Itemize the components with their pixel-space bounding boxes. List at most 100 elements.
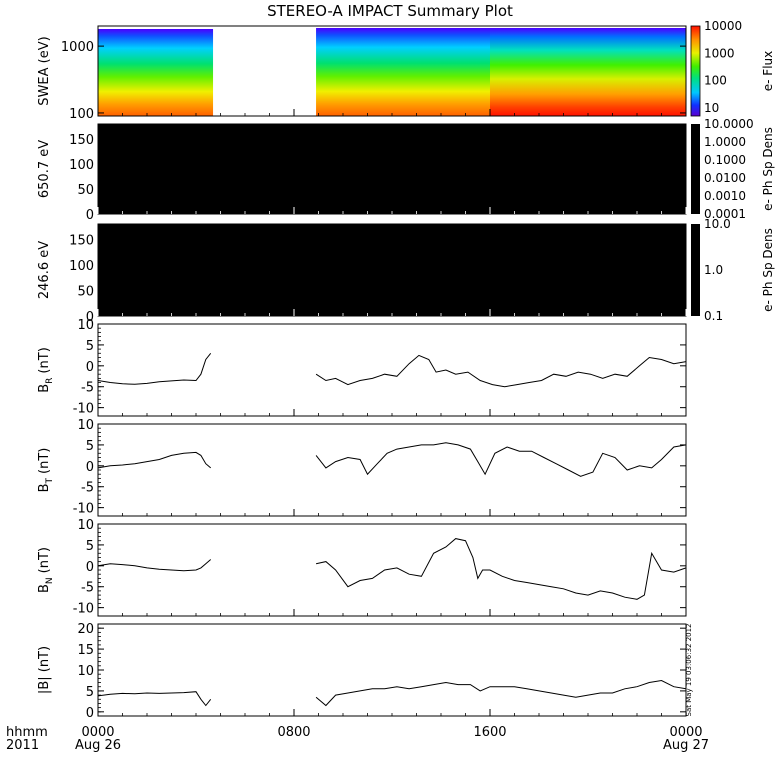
y-tick-label: 0: [86, 460, 94, 475]
y-tick-label: 50: [77, 183, 94, 198]
panel-1: 10.0000 1.0000 0.1000 0.0100 0.0010 0.0001 e- …: [37, 117, 775, 223]
series-line-4-0: [97, 451, 212, 469]
colorbar-tick-label: 10.0: [704, 217, 731, 231]
corner-label: 2011: [6, 738, 39, 753]
corner-label: hhmm: [6, 725, 48, 740]
y-axis-label: BR (nT): [37, 347, 55, 393]
y-tick-label: 50: [77, 284, 94, 299]
x-tick-label: 0000: [81, 725, 114, 740]
y-label-unit: (nT): [37, 547, 52, 573]
x-tick-label: 1600: [473, 725, 506, 740]
colorbar-tick-label: 10.0000: [704, 117, 754, 131]
panel-2: 10.0 1.0 0.1 e- Ph Sp Dens 0 50 100 150 246.6 eV: [37, 217, 775, 325]
y-label-main: B: [37, 384, 52, 393]
colorbar-label: e- Ph Sp Dens: [761, 228, 775, 312]
y-tick-label: 0: [86, 208, 94, 223]
colorbar-tick-label: 10000: [704, 19, 742, 33]
panel-frame: [97, 323, 687, 417]
colorbar-tick-label: 1.0000: [704, 135, 746, 149]
y-axis-label: SWEA (eV): [37, 36, 52, 105]
y-tick-label: 150: [69, 233, 94, 248]
y-axis-label: 246.6 eV: [37, 241, 52, 299]
flux-colorbar: [690, 25, 701, 117]
swea-data-gap: [213, 26, 317, 116]
y-tick-label: 5: [86, 685, 94, 700]
panel-0: 10 100 1000 10000 e- Flux 100 1000 SWEA (eV): [37, 19, 775, 122]
swea-spectrogram-b: [316, 28, 490, 116]
y-axis-label: 650.7 eV: [37, 140, 52, 198]
timestamp-label: Sat May 19 03:06:32 2012: [685, 623, 693, 716]
y-tick-label: 20: [77, 622, 94, 637]
psd-colorbar-2: [691, 224, 700, 316]
y-tick-label: -5: [81, 581, 94, 596]
y-tick-label: 150: [69, 133, 94, 148]
swea-spectrogram-c: [490, 28, 686, 116]
y-tick-label: -5: [81, 481, 94, 496]
colorbar-tick-label: 10: [704, 101, 719, 115]
y-tick-label: 1000: [61, 40, 94, 55]
psd-colorbar-1: [691, 124, 700, 214]
y-tick-label: -10: [73, 402, 94, 417]
colorbar-tick-label: 100: [704, 74, 727, 88]
psd-heatmap-2: [98, 224, 686, 316]
y-label-main: B: [37, 584, 52, 593]
series-line-6-1: [315, 679, 687, 707]
y-tick-label: 10: [77, 518, 94, 533]
panel-frame: [97, 423, 687, 517]
x-date-label: Aug 27: [663, 738, 709, 753]
colorbar-tick-label: 0.0100: [704, 171, 746, 185]
colorbar-label: e- Ph Sp Dens: [761, 127, 775, 211]
y-tick-label: 100: [69, 158, 94, 173]
colorbar-tick-label: 0.1: [704, 309, 723, 323]
y-axis-label: BT (nT): [37, 448, 55, 493]
series-line-5-1: [315, 538, 687, 600]
x-tick-label: 0800: [277, 725, 310, 740]
panel-6: 20 15 10 5 0 |B| (nT): [37, 622, 687, 721]
colorbar-tick-label: 0.0001: [704, 207, 746, 221]
y-tick-label: -5: [81, 381, 94, 396]
panel-5: 10 5 0 -5 -10 BN (nT): [37, 518, 687, 617]
y-label-sub: R: [45, 378, 55, 384]
y-label-main: B: [37, 483, 52, 492]
colorbar-tick-label: 0.0010: [704, 189, 746, 203]
panel-4: 10 5 0 -5 -10 BT (nT): [37, 418, 687, 517]
y-label-unit: (nT): [37, 448, 52, 474]
swea-spectrogram-a: [98, 29, 214, 116]
series-line-3-0: [97, 352, 212, 385]
panel-frame: [97, 623, 687, 717]
y-tick-label: 10: [77, 664, 94, 679]
series-line-4-1: [315, 442, 687, 477]
colorbar-label: e- Flux: [761, 51, 775, 91]
y-tick-label: -10: [73, 602, 94, 617]
y-tick-label: 0: [86, 310, 94, 325]
y-label-sub: N: [45, 577, 55, 584]
y-tick-label: 0: [86, 360, 94, 375]
colorbar-tick-label: 1.0: [704, 263, 723, 277]
psd-heatmap-1: [98, 124, 686, 214]
y-tick-label: 100: [69, 107, 94, 122]
y-tick-label: 15: [77, 643, 94, 658]
y-axis-label: |B| (nT): [37, 646, 52, 694]
y-tick-label: 100: [69, 259, 94, 274]
y-tick-label: 5: [86, 439, 94, 454]
colorbar-tick-label: 1000: [704, 46, 735, 60]
x-date-label: Aug 26: [75, 738, 121, 753]
panel-3: 10 5 0 -5 -10 BR (nT): [37, 318, 687, 417]
series-line-5-0: [97, 559, 212, 572]
panel-frame: [97, 523, 687, 617]
y-label-sub: T: [45, 477, 55, 484]
y-tick-label: 10: [77, 318, 94, 333]
y-tick-label: -10: [73, 502, 94, 517]
y-tick-label: 5: [86, 539, 94, 554]
colorbar-tick-label: 0.1000: [704, 153, 746, 167]
y-tick-label: 5: [86, 339, 94, 354]
y-label-unit: (nT): [37, 347, 52, 373]
y-axis-label: BN (nT): [37, 547, 55, 593]
y-tick-label: 10: [77, 418, 94, 433]
plot-title: STEREO-A IMPACT Summary Plot: [267, 2, 513, 20]
series-line-3-1: [315, 354, 687, 388]
series-line-6-0: [97, 691, 212, 707]
